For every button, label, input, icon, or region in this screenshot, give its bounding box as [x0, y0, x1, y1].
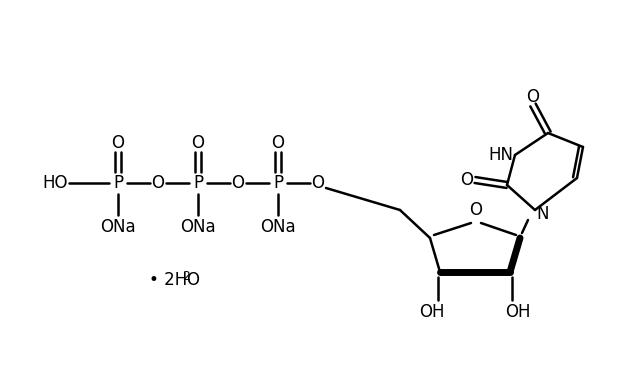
Text: ONa: ONa	[260, 218, 296, 236]
Text: O: O	[232, 174, 244, 192]
Text: OH: OH	[505, 303, 531, 321]
Text: O: O	[186, 271, 200, 289]
Text: O: O	[527, 88, 540, 106]
Text: O: O	[191, 134, 205, 152]
Text: OH: OH	[419, 303, 445, 321]
Text: HN: HN	[488, 146, 513, 164]
Text: HO: HO	[42, 174, 68, 192]
Text: ONa: ONa	[180, 218, 216, 236]
Text: O: O	[470, 201, 483, 219]
Text: O: O	[271, 134, 285, 152]
Text: O: O	[312, 174, 324, 192]
Text: P: P	[273, 174, 283, 192]
Text: 2: 2	[182, 270, 190, 284]
Text: P: P	[193, 174, 203, 192]
Text: N: N	[537, 205, 549, 223]
Text: P: P	[113, 174, 123, 192]
Text: ONa: ONa	[100, 218, 136, 236]
Text: O: O	[461, 171, 474, 189]
Text: • 2H: • 2H	[149, 271, 187, 289]
Text: O: O	[152, 174, 164, 192]
Text: O: O	[111, 134, 125, 152]
